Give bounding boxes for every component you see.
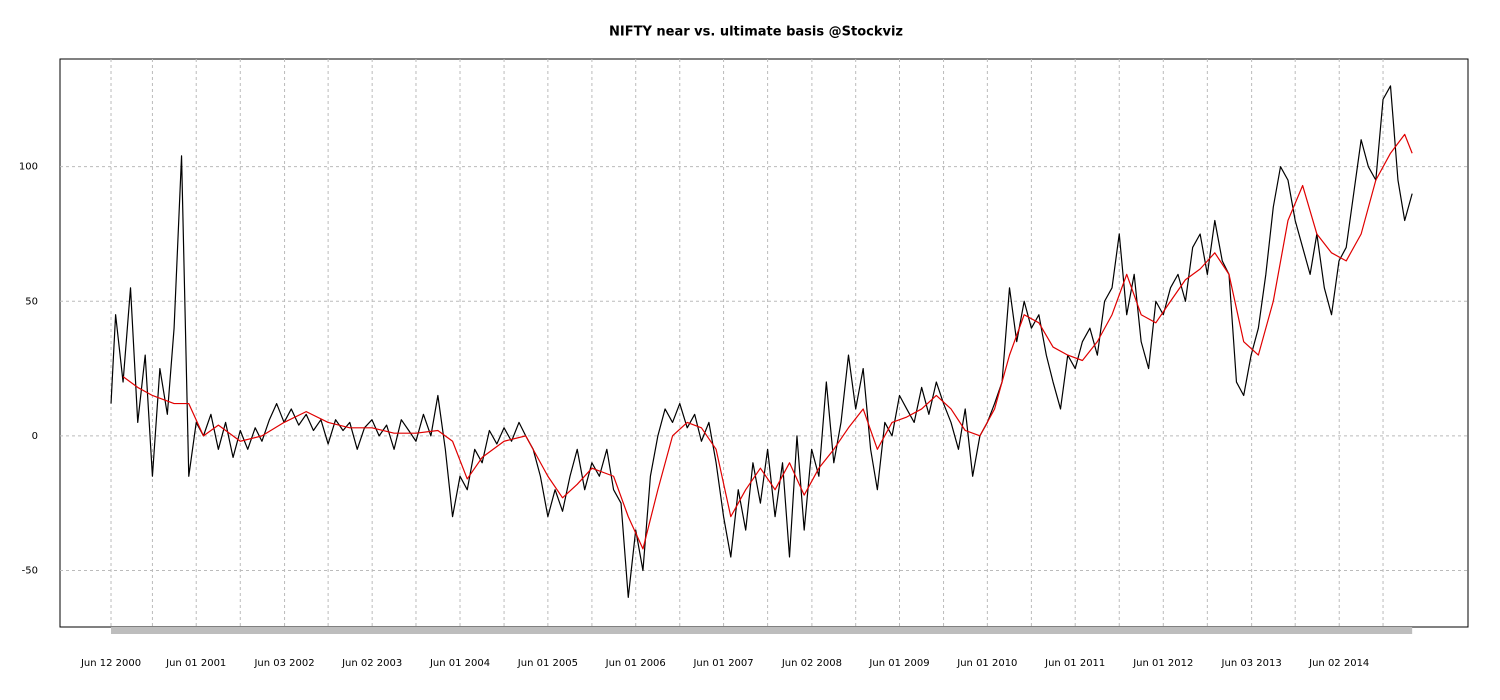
- x-tick-label: Jun 02 2003: [341, 658, 402, 669]
- y-tick-label: 50: [25, 296, 38, 307]
- x-tick-label: Jun 01 2006: [605, 658, 666, 669]
- y-tick-label: -50: [22, 565, 38, 576]
- x-tick-label: Jun 01 2007: [692, 658, 753, 669]
- x-tick-label: Jun 01 2010: [956, 658, 1017, 669]
- x-tick-label: Jun 01 2005: [517, 658, 578, 669]
- x-tick-label: Jun 03 2013: [1221, 658, 1282, 669]
- series-line: [122, 133, 1413, 550]
- x-tick-label: Jun 03 2002: [253, 658, 314, 669]
- x-tick-label: Jun 01 2012: [1132, 658, 1193, 669]
- x-tick-label: Jun 02 2008: [781, 658, 842, 669]
- chart-title: NIFTY near vs. ultimate basis @Stockviz: [609, 25, 903, 40]
- observation-bar: [111, 627, 1413, 634]
- x-tick-label: Jun 01 2009: [868, 658, 929, 669]
- x-tick-label: Jun 01 2001: [165, 658, 226, 669]
- x-tick-label: Jun 01 2004: [429, 658, 490, 669]
- y-tick-label: 100: [19, 162, 38, 173]
- plot-frame: [59, 58, 1469, 628]
- x-tick-label: Jun 12 2000: [80, 658, 141, 669]
- x-tick-label: Jun 01 2011: [1044, 658, 1105, 669]
- y-tick-label: 0: [32, 431, 38, 442]
- series-line: [110, 85, 1413, 598]
- x-tick-label: Jun 02 2014: [1308, 658, 1369, 669]
